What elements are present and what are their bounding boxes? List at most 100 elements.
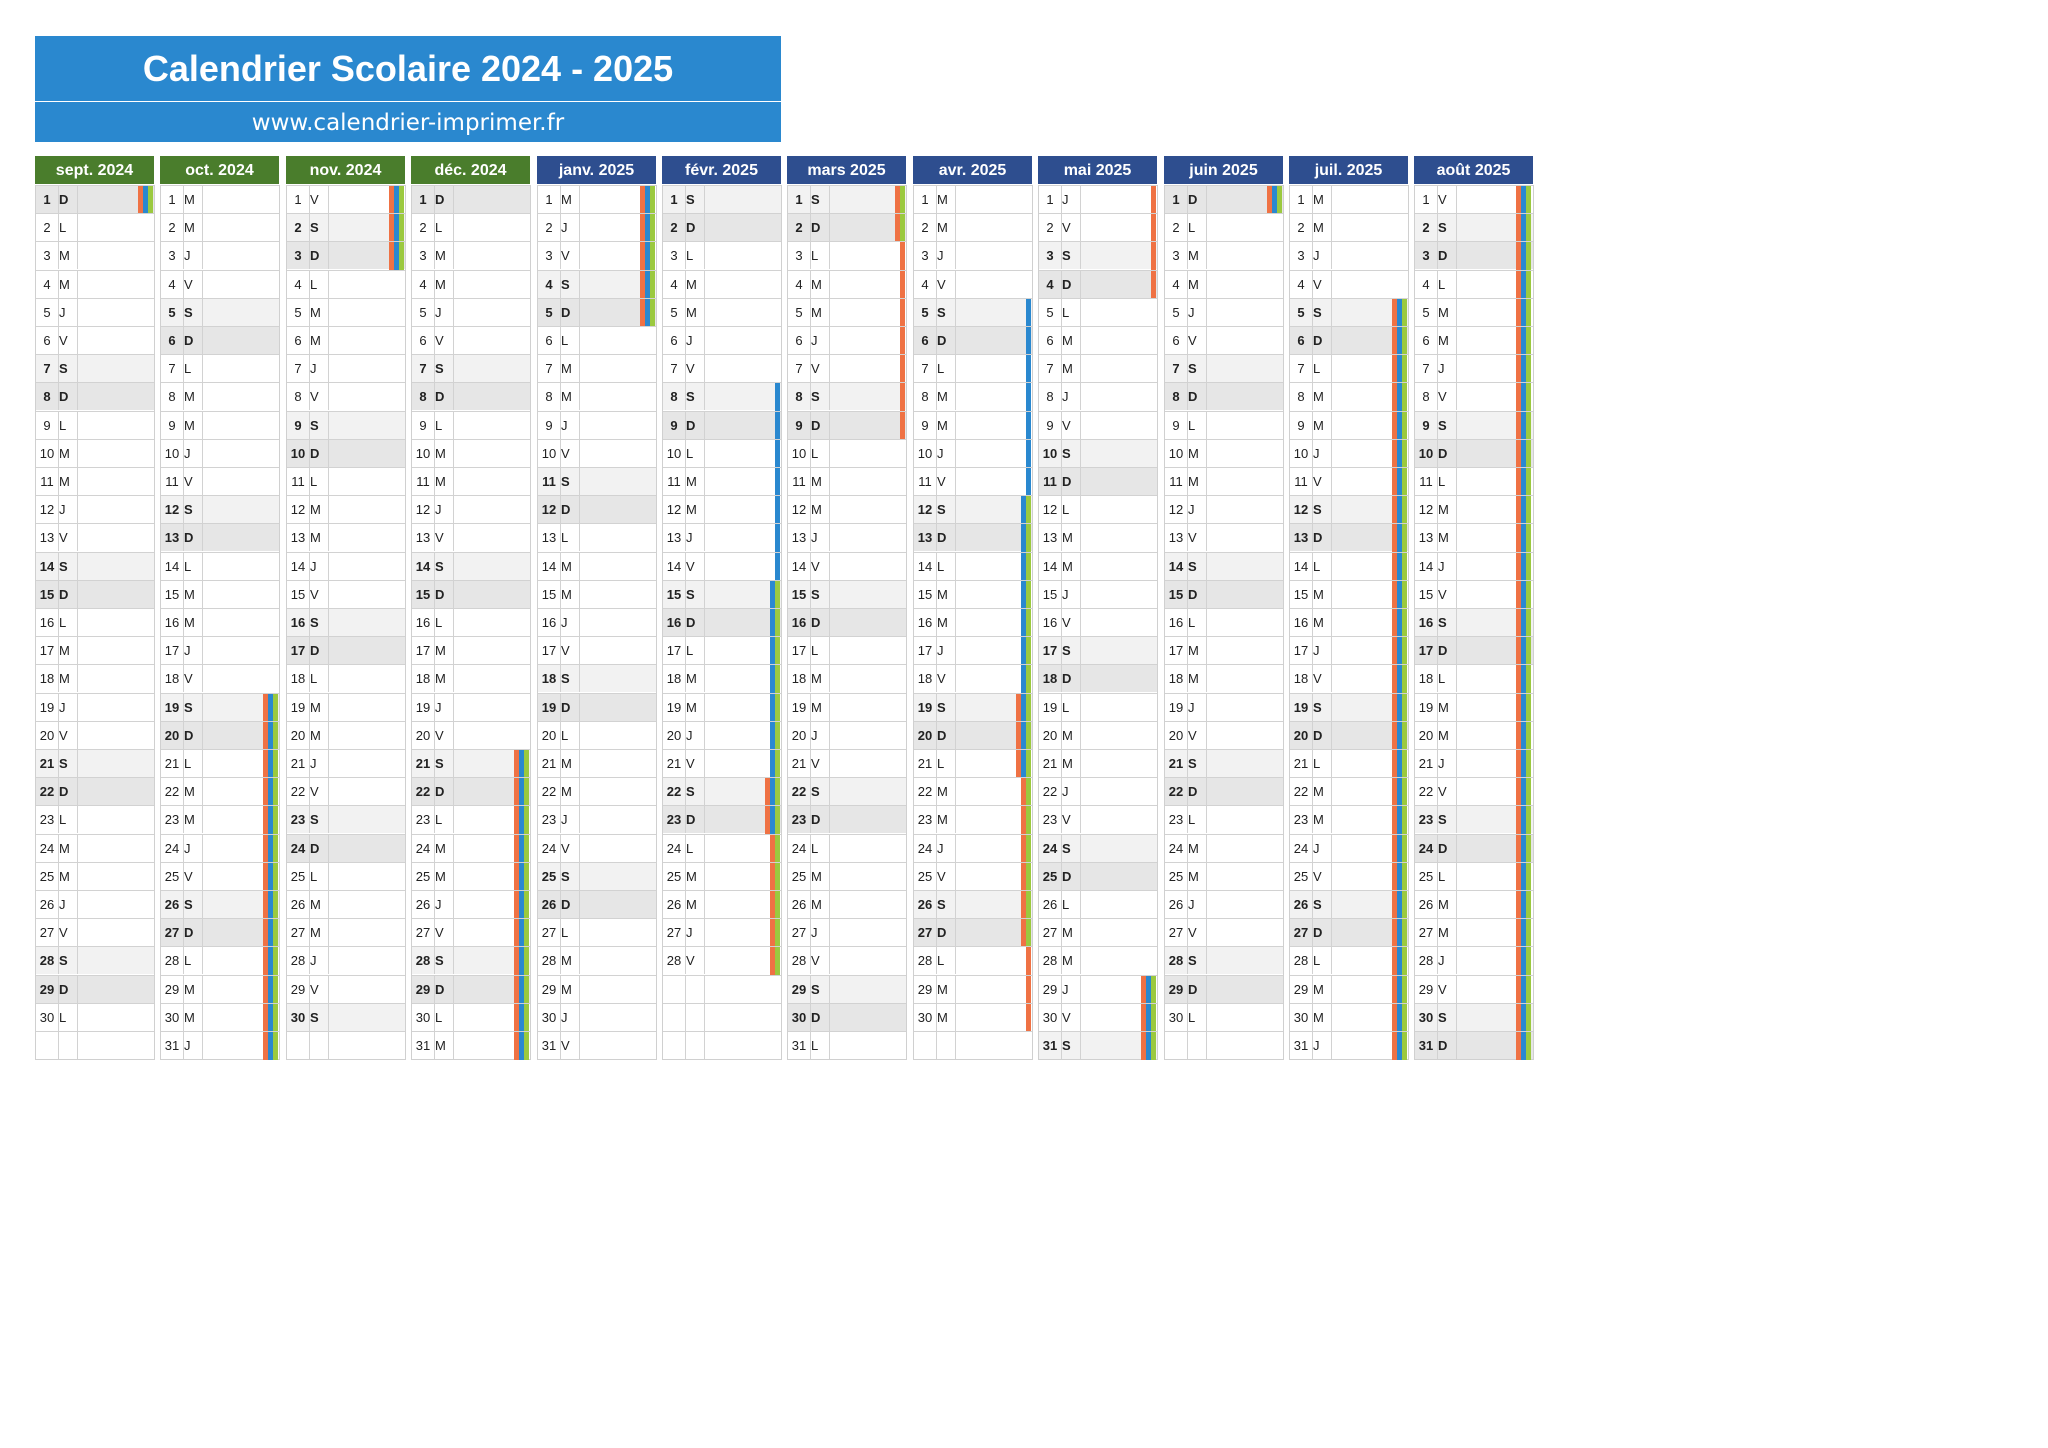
day-note[interactable] [580,863,656,890]
day-note[interactable] [1081,919,1157,946]
day-note[interactable] [78,609,154,636]
day-note[interactable] [203,271,279,298]
day-note[interactable] [329,863,405,890]
day-note[interactable] [78,806,154,833]
day-note[interactable] [705,383,781,410]
day-note[interactable] [203,496,279,523]
day-note[interactable] [329,806,405,833]
day-note[interactable] [329,665,405,692]
day-note[interactable] [1207,835,1283,862]
day-note[interactable] [956,440,1032,467]
day-note[interactable] [329,976,405,1003]
day-note[interactable] [454,609,530,636]
day-note[interactable] [329,750,405,777]
day-note[interactable] [1207,271,1283,298]
day-note[interactable] [454,412,530,439]
day-note[interactable] [78,919,154,946]
day-note[interactable] [1207,919,1283,946]
day-note[interactable] [454,355,530,382]
day-note[interactable] [203,383,279,410]
day-note[interactable] [1207,299,1283,326]
day-note[interactable] [1207,327,1283,354]
day-note[interactable] [1207,355,1283,382]
day-note[interactable] [454,186,530,213]
day-note[interactable] [203,186,279,213]
day-note[interactable] [830,976,906,1003]
day-note[interactable] [78,835,154,862]
day-note[interactable] [830,891,906,918]
day-note[interactable] [1081,863,1157,890]
day-note[interactable] [956,919,1032,946]
day-note[interactable] [705,524,781,551]
day-note[interactable] [1081,242,1157,269]
day-note[interactable] [830,524,906,551]
day-note[interactable] [329,553,405,580]
day-note[interactable] [956,242,1032,269]
day-note[interactable] [1081,299,1157,326]
day-note[interactable] [1081,665,1157,692]
day-note[interactable] [956,947,1032,974]
day-note[interactable] [454,271,530,298]
day-note[interactable] [78,271,154,298]
day-note[interactable] [454,383,530,410]
day-note[interactable] [78,214,154,241]
day-note[interactable] [1081,778,1157,805]
day-note[interactable] [1081,581,1157,608]
day-note[interactable] [1081,214,1157,241]
day-note[interactable] [1081,412,1157,439]
day-note[interactable] [1207,524,1283,551]
day-note[interactable] [203,637,279,664]
day-note[interactable] [830,947,906,974]
day-note[interactable] [580,1004,656,1031]
day-note[interactable] [580,355,656,382]
day-note[interactable] [329,609,405,636]
day-note[interactable] [830,383,906,410]
day-note[interactable] [329,637,405,664]
day-note[interactable] [329,722,405,749]
day-note[interactable] [956,186,1032,213]
day-note[interactable] [203,327,279,354]
day-note[interactable] [580,609,656,636]
day-note[interactable] [830,327,906,354]
day-note[interactable] [580,553,656,580]
day-note[interactable] [1207,637,1283,664]
day-note[interactable] [956,891,1032,918]
day-note[interactable] [705,214,781,241]
day-note[interactable] [454,637,530,664]
day-note[interactable] [1207,694,1283,721]
day-note[interactable] [580,665,656,692]
day-note[interactable] [830,553,906,580]
day-note[interactable] [830,665,906,692]
day-note[interactable] [956,355,1032,382]
day-note[interactable] [580,383,656,410]
day-note[interactable] [830,778,906,805]
day-note[interactable] [78,496,154,523]
day-note[interactable] [830,835,906,862]
day-note[interactable] [329,496,405,523]
day-note[interactable] [580,412,656,439]
day-note[interactable] [203,468,279,495]
day-note[interactable] [78,242,154,269]
day-note[interactable] [203,242,279,269]
day-note[interactable] [78,722,154,749]
day-note[interactable] [78,412,154,439]
day-note[interactable] [580,327,656,354]
day-note[interactable] [78,327,154,354]
day-note[interactable] [1207,665,1283,692]
day-note[interactable] [78,750,154,777]
day-note[interactable] [1081,271,1157,298]
day-note[interactable] [203,581,279,608]
day-note[interactable] [830,468,906,495]
day-note[interactable] [78,637,154,664]
day-note[interactable] [830,1004,906,1031]
day-note[interactable] [454,694,530,721]
day-note[interactable] [78,976,154,1003]
day-note[interactable] [1207,722,1283,749]
day-note[interactable] [1081,891,1157,918]
day-note[interactable] [1207,242,1283,269]
day-note[interactable] [203,440,279,467]
day-note[interactable] [705,355,781,382]
day-note[interactable] [329,327,405,354]
day-note[interactable] [329,524,405,551]
day-note[interactable] [956,468,1032,495]
